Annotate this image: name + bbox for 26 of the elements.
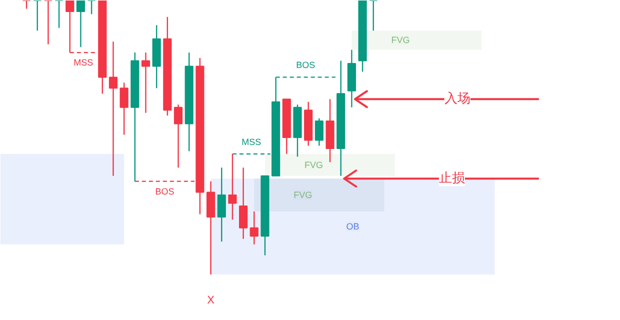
candlestick [228, 153, 237, 220]
ref-line-label: BOS [296, 60, 316, 70]
ref-line-label: BOS [155, 186, 174, 196]
candlestick [120, 82, 128, 136]
candlestick [33, 0, 42, 32]
text: X [207, 294, 214, 306]
candlestick [44, 0, 52, 45]
candlestick [314, 118, 324, 146]
ref-line-label: 入场 [444, 92, 470, 107]
candlestick [141, 52, 150, 114]
band-label: FVG [391, 35, 410, 46]
candlestick [239, 167, 248, 240]
ref-line-label: MSS [242, 136, 262, 147]
candlestick [369, 0, 378, 32]
ref-line-label: 止损 [438, 171, 465, 186]
band-label: FVG [294, 190, 312, 200]
candlestick [87, 0, 96, 15]
candlestick [54, 0, 64, 28]
candlestick [108, 40, 118, 176]
candlestick [250, 210, 258, 245]
ref-line-label: MSS [74, 58, 94, 68]
candlestick [174, 104, 183, 168]
candlestick [217, 167, 226, 242]
candlestick [76, 0, 86, 48]
band-label: OB [346, 222, 360, 232]
band-label: FVG [304, 160, 324, 170]
